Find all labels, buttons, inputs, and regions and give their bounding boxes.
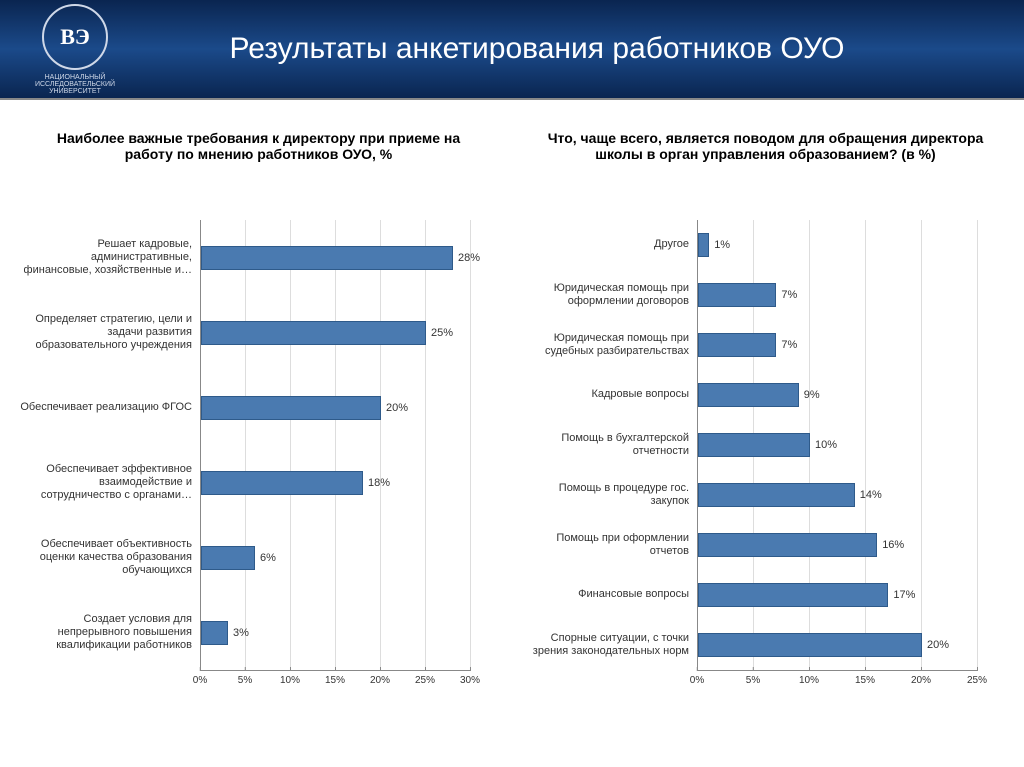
bar-value-label: 16% <box>882 539 904 551</box>
category-label: Другое <box>527 238 697 251</box>
slide-title: Результаты анкетирования работников ОУО <box>130 32 1004 66</box>
axis-tick: 15% <box>325 675 345 686</box>
bar-value-label: 14% <box>860 489 882 501</box>
axis-tick: 20% <box>911 675 931 686</box>
logo-circle: ВЭ <box>42 4 108 70</box>
x-axis: 0% 5% 10% 15% 20% 25% 30% <box>20 671 497 693</box>
category-label: Обеспечивает объективность оценки качест… <box>20 538 200 578</box>
bar: 10% <box>698 433 810 457</box>
category-label: Помощь в бухгалтерской отчетности <box>527 432 697 458</box>
logo: ВЭ НАЦИОНАЛЬНЫЙ ИССЛЕДОВАТЕЛЬСКИЙ УНИВЕР… <box>20 4 130 95</box>
content-area: Наиболее важные требования к директору п… <box>0 100 1024 703</box>
bar-value-label: 20% <box>386 402 408 414</box>
bar: 20% <box>698 633 922 657</box>
category-label: Обеспечивает эффективное взаимодействие … <box>20 463 200 503</box>
logo-caption: НАЦИОНАЛЬНЫЙ ИССЛЕДОВАТЕЛЬСКИЙ УНИВЕРСИТ… <box>20 74 130 95</box>
bar: 1% <box>698 233 709 257</box>
category-label: Финансовые вопросы <box>527 588 697 601</box>
axis-tick: 25% <box>415 675 435 686</box>
axis-tick: 15% <box>855 675 875 686</box>
category-label: Обеспечивает реализацию ФГОС <box>20 401 200 414</box>
bar: 9% <box>698 383 799 407</box>
chart-row: Создает условия для непрерывного повышен… <box>20 595 497 670</box>
category-label: Решает кадровые, административные, финан… <box>20 238 200 278</box>
bar: 6% <box>201 546 255 570</box>
bar-value-label: 18% <box>368 477 390 489</box>
chart-row: Финансовые вопросы17% <box>527 570 1004 620</box>
bar: 18% <box>201 471 363 495</box>
chart-row: Определяет стратегию, цели и задачи разв… <box>20 295 497 370</box>
category-label: Создает условия для непрерывного повышен… <box>20 613 200 653</box>
right-chart-body: Другое1%Юридическая помощь при оформлени… <box>527 220 1004 693</box>
chart-row: Помощь при оформлении отчетов16% <box>527 520 1004 570</box>
axis-tick: 10% <box>280 675 300 686</box>
axis-tick: 25% <box>967 675 987 686</box>
bar: 7% <box>698 333 776 357</box>
left-chart: Наиболее важные требования к директору п… <box>20 130 497 693</box>
chart-row: Помощь в бухгалтерской отчетности10% <box>527 420 1004 470</box>
bar: 3% <box>201 621 228 645</box>
x-axis: 0% 5% 10% 15% 20% 25% <box>527 671 1004 693</box>
bar-value-label: 25% <box>431 327 453 339</box>
bar-value-label: 7% <box>781 289 797 301</box>
logo-letters: ВЭ <box>60 24 90 50</box>
bar-value-label: 1% <box>714 239 730 251</box>
category-label: Юридическая помощь при оформлении догово… <box>527 282 697 308</box>
chart-row: Обеспечивает эффективное взаимодействие … <box>20 445 497 520</box>
axis-tick: 30% <box>460 675 480 686</box>
category-label: Спорные ситуации, с точки зрения законод… <box>527 632 697 658</box>
right-chart: Что, чаще всего, является поводом для об… <box>527 130 1004 693</box>
bar: 17% <box>698 583 888 607</box>
bar-value-label: 17% <box>893 589 915 601</box>
bar: 7% <box>698 283 776 307</box>
left-chart-body: Решает кадровые, административные, финан… <box>20 220 497 693</box>
chart-row: Юридическая помощь при оформлении догово… <box>527 270 1004 320</box>
bar-value-label: 9% <box>804 389 820 401</box>
chart-row: Обеспечивает объективность оценки качест… <box>20 520 497 595</box>
axis-tick: 0% <box>193 675 207 686</box>
bar-value-label: 7% <box>781 339 797 351</box>
axis-tick: 5% <box>746 675 760 686</box>
bar-value-label: 10% <box>815 439 837 451</box>
chart-row: Другое1% <box>527 220 1004 270</box>
chart-row: Помощь в процедуре гос. закупок14% <box>527 470 1004 520</box>
category-label: Кадровые вопросы <box>527 388 697 401</box>
chart-row: Решает кадровые, административные, финан… <box>20 220 497 295</box>
bar: 28% <box>201 246 453 270</box>
axis-tick: 10% <box>799 675 819 686</box>
chart-row: Кадровые вопросы9% <box>527 370 1004 420</box>
bar: 14% <box>698 483 855 507</box>
category-label: Юридическая помощь при судебных разбират… <box>527 332 697 358</box>
slide-header: ВЭ НАЦИОНАЛЬНЫЙ ИССЛЕДОВАТЕЛЬСКИЙ УНИВЕР… <box>0 0 1024 100</box>
axis-tick: 0% <box>690 675 704 686</box>
right-chart-title: Что, чаще всего, является поводом для об… <box>527 130 1004 190</box>
bar-value-label: 20% <box>927 639 949 651</box>
chart-row: Юридическая помощь при судебных разбират… <box>527 320 1004 370</box>
bar: 16% <box>698 533 877 557</box>
bar-value-label: 6% <box>260 552 276 564</box>
category-label: Помощь в процедуре гос. закупок <box>527 482 697 508</box>
chart-row: Обеспечивает реализацию ФГОС20% <box>20 370 497 445</box>
axis-tick: 5% <box>238 675 252 686</box>
bar-value-label: 3% <box>233 627 249 639</box>
category-label: Определяет стратегию, цели и задачи разв… <box>20 313 200 353</box>
bar: 25% <box>201 321 426 345</box>
chart-row: Спорные ситуации, с точки зрения законод… <box>527 620 1004 670</box>
category-label: Помощь при оформлении отчетов <box>527 532 697 558</box>
axis-tick: 20% <box>370 675 390 686</box>
left-chart-title: Наиболее важные требования к директору п… <box>20 130 497 190</box>
bar-value-label: 28% <box>458 252 480 264</box>
bar: 20% <box>201 396 381 420</box>
